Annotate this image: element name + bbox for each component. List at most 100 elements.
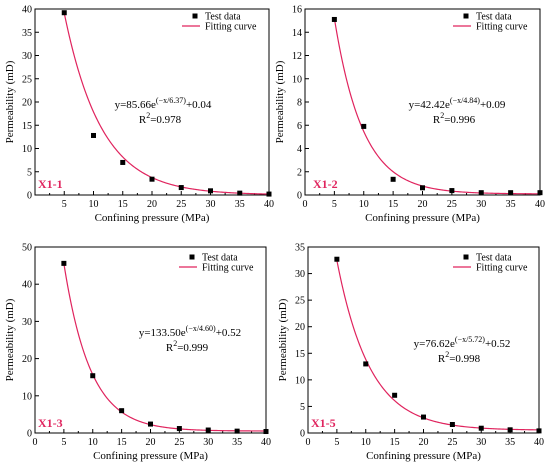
x-tick-label: 30: [203, 437, 213, 448]
y-tick-label: 5: [300, 402, 305, 413]
y-tick-label: 0: [297, 191, 302, 202]
y-tick-label: 40: [22, 280, 32, 291]
data-point: [149, 176, 155, 182]
x-tick-label: 20: [147, 199, 157, 210]
data-point: [208, 188, 213, 194]
y-tick-label: 12: [292, 51, 302, 62]
legend-fitting-curve-label: Fitting curve: [476, 22, 528, 33]
data-point: [361, 123, 367, 129]
fit-r2: R2=0.996: [433, 111, 476, 126]
x-tick-label: 30: [206, 199, 216, 210]
plot-frame: [34, 246, 267, 434]
y-tick-label: 50: [22, 243, 32, 254]
fit-r2: R2=0.998: [438, 350, 481, 365]
x-axis-label: Confining pressure (MPa): [93, 450, 208, 462]
y-tick-label: 16: [292, 5, 302, 16]
chart-panel-x1-5: 0 5 10 15 20 25 30 35 40 0 5 10 15 20 25 30 35 Confining …: [277, 243, 544, 463]
y-tick-label: 35: [295, 243, 305, 254]
legend-point-marker: [463, 254, 469, 260]
y-tick-label: 0: [300, 429, 305, 440]
x-tick-label: 5: [332, 199, 337, 210]
x-tick-label: 30: [476, 199, 486, 210]
data-point: [90, 373, 96, 379]
x-tick-label: 40: [264, 199, 274, 210]
fit-equation: y=42.42e(−x/4.84)+0.09: [409, 96, 506, 111]
x-tick-label: 25: [447, 199, 457, 210]
y-axis-label: Permeability (mD): [277, 298, 289, 381]
y-tick-label: 10: [22, 144, 32, 155]
x-tick-label: 15: [118, 199, 128, 210]
y-tick-label: 10: [292, 74, 302, 85]
y-tick-label: 10: [295, 375, 305, 386]
y-tick-label: 0: [27, 429, 32, 440]
x-tick-label: 35: [505, 437, 515, 448]
x-axis-label: Confining pressure (MPa): [365, 212, 480, 224]
x-tick-label: 10: [88, 437, 98, 448]
sample-tag: X1-1: [38, 177, 63, 191]
fit-equation: y=133.50e(−x/4.60)+0.52: [139, 324, 241, 339]
y-tick-label: 30: [295, 269, 305, 280]
sample-tag: X1-3: [38, 416, 63, 430]
fitting-curve: [333, 18, 541, 195]
fit-r2: R2=0.978: [139, 111, 182, 126]
y-tick-label: 25: [22, 74, 32, 85]
legend-point-marker: [192, 13, 198, 19]
x-tick-label: 15: [117, 437, 127, 448]
x-tick-label: 10: [89, 199, 99, 210]
data-point: [537, 190, 543, 196]
data-point: [507, 427, 513, 433]
y-tick-label: 15: [22, 121, 32, 132]
data-point: [176, 426, 182, 432]
y-tick-label: 2: [297, 167, 302, 178]
fitting-curve: [63, 263, 266, 432]
x-tick-label: 25: [176, 199, 186, 210]
y-tick-label: 5: [27, 167, 32, 178]
sample-tag: X1-5: [311, 416, 336, 430]
y-tick-label: 6: [297, 121, 302, 132]
data-point: [334, 256, 340, 262]
y-tick-label: 20: [22, 354, 32, 365]
sample-tag: X1-2: [313, 177, 338, 191]
data-point: [420, 185, 425, 191]
y-tick-label: 20: [22, 98, 32, 109]
y-tick-label: 0: [27, 191, 32, 202]
data-point: [205, 427, 211, 433]
y-tick-label: 15: [295, 349, 305, 360]
fit-r2: R2=0.999: [166, 339, 209, 354]
data-point: [421, 414, 426, 420]
x-tick-label: 10: [359, 199, 369, 210]
y-tick-label: 40: [22, 5, 32, 16]
data-point: [148, 421, 153, 427]
data-point: [478, 190, 484, 196]
x-tick-label: 20: [419, 437, 429, 448]
x-tick-label: 15: [388, 199, 398, 210]
data-point: [331, 16, 337, 22]
x-tick-label: 0: [33, 437, 38, 448]
y-tick-label: 30: [22, 317, 32, 328]
x-tick-label: 10: [361, 437, 371, 448]
x-tick-label: 20: [146, 437, 156, 448]
data-point: [390, 176, 396, 182]
y-tick-label: 14: [292, 28, 302, 39]
data-point: [234, 428, 240, 434]
data-point: [392, 392, 398, 398]
legend-test-data-label: Test data: [476, 12, 512, 23]
fitting-curve: [63, 12, 270, 195]
data-point: [508, 190, 514, 196]
x-tick-label: 15: [390, 437, 400, 448]
chart-panel-x1-2: 0 5 10 15 20 25 30 35 40 0 2 4 6 8 10 12 14 16 Confining p…: [274, 5, 545, 225]
y-tick-label: 10: [22, 391, 32, 402]
x-tick-label: 5: [62, 199, 67, 210]
y-tick-label: 35: [22, 28, 32, 39]
fit-equation: y=76.62e(−x/5.72)+0.52: [414, 335, 511, 350]
data-point: [449, 421, 455, 427]
data-point: [119, 408, 125, 414]
legend-point-marker: [463, 13, 469, 19]
data-point: [91, 132, 96, 138]
x-tick-label: 40: [535, 199, 545, 210]
data-point: [449, 188, 455, 194]
data-point: [120, 159, 126, 165]
chart-panel-x1-3: 0 5 10 15 20 25 30 35 40 0 10 20 30 40 50 Confining pre…: [4, 243, 271, 463]
y-tick-label: 25: [295, 296, 305, 307]
